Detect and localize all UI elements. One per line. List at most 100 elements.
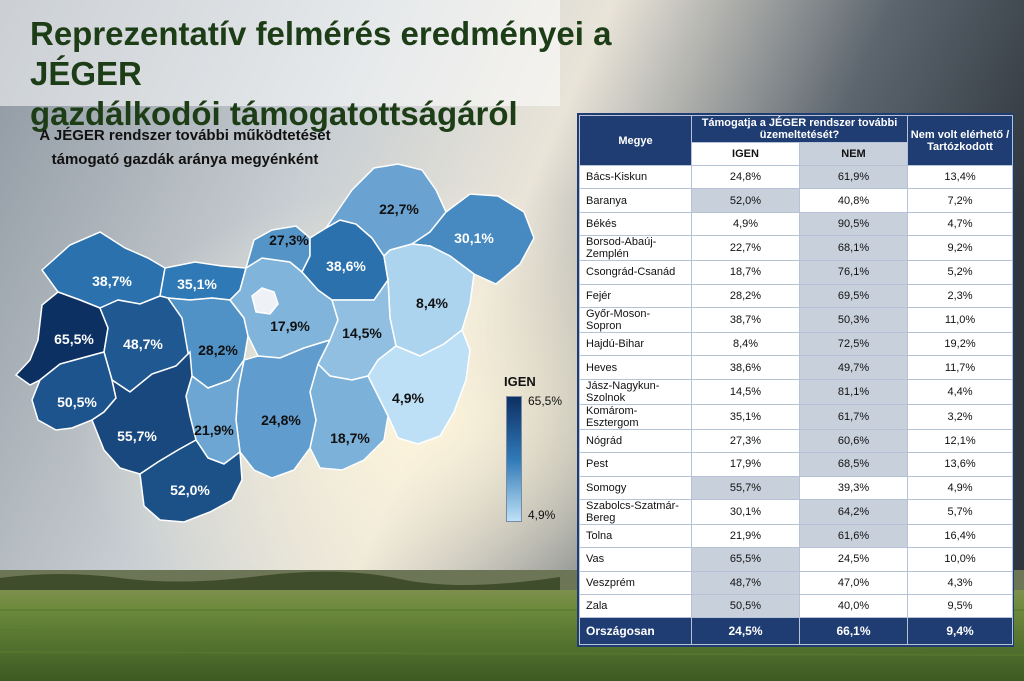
yes-cell: 18,7% xyxy=(691,260,800,285)
na-cell: 10,0% xyxy=(907,547,1014,572)
yes-cell: 8,4% xyxy=(691,331,800,357)
yes-cell: 21,9% xyxy=(691,523,800,549)
county-label-szabolcs-szatmar-bereg: 30,1% xyxy=(454,230,494,246)
county-label-pest: 17,9% xyxy=(270,318,310,334)
county-label-borsod-abauj-zemplen: 22,7% xyxy=(379,201,419,217)
no-cell: 49,7% xyxy=(798,355,909,380)
county-label-csongrad-csanad: 18,7% xyxy=(330,430,370,446)
table-row: Veszprém 48,7% 47,0% 4,3% xyxy=(579,570,1014,596)
na-cell: 4,9% xyxy=(907,475,1014,500)
yes-cell: 52,0% xyxy=(691,188,800,213)
county-label-gyor-moson-sopron: 38,7% xyxy=(92,273,132,289)
yes-cell: 65,5% xyxy=(691,547,800,572)
table-row: Vas 65,5% 24,5% 10,0% xyxy=(579,547,1014,572)
county-cell: Békés xyxy=(579,211,692,237)
total-na: 9,4% xyxy=(907,617,1014,646)
na-cell: 11,7% xyxy=(907,355,1014,380)
county-cell: Szabolcs-Szatmár-Bereg xyxy=(579,498,692,525)
yes-cell: 17,9% xyxy=(691,452,800,477)
table-row: Tolna 21,9% 61,6% 16,4% xyxy=(579,523,1014,549)
header-na: Nem volt elérhető / Tartózkodott xyxy=(907,115,1014,166)
no-cell: 69,5% xyxy=(798,283,909,308)
legend-max-label: 65,5% xyxy=(528,394,563,408)
no-cell: 47,0% xyxy=(798,570,909,596)
na-cell: 5,7% xyxy=(907,498,1014,525)
county-label-bacs-kiskun: 24,8% xyxy=(261,412,301,428)
na-cell: 4,4% xyxy=(907,378,1014,405)
table-row: Somogy 55,7% 39,3% 4,9% xyxy=(579,475,1014,500)
table-row: Jász-Nagykun-Szolnok 14,5% 81,1% 4,4% xyxy=(579,378,1014,405)
county-cell: Csongrád-Csanád xyxy=(579,260,692,285)
county-cell: Heves xyxy=(579,355,692,380)
na-cell: 16,4% xyxy=(907,523,1014,549)
county-cell: Borsod-Abaúj-Zemplén xyxy=(579,235,692,262)
legend-min-label: 4,9% xyxy=(528,508,556,522)
na-cell: 9,5% xyxy=(907,594,1014,619)
county-label-baranya: 52,0% xyxy=(170,482,210,498)
county-label-vas: 65,5% xyxy=(54,331,94,347)
na-cell: 13,4% xyxy=(907,164,1014,190)
no-cell: 61,7% xyxy=(798,403,909,430)
total-no: 66,1% xyxy=(798,617,909,646)
na-cell: 13,6% xyxy=(907,452,1014,477)
yes-cell: 30,1% xyxy=(691,498,800,525)
yes-cell: 50,5% xyxy=(691,594,800,619)
county-cell: Nógrád xyxy=(579,428,692,454)
county-label-heves: 38,6% xyxy=(326,258,366,274)
table-row: Heves 38,6% 49,7% 11,7% xyxy=(579,355,1014,380)
table-row: Hajdú-Bihar 8,4% 72,5% 19,2% xyxy=(579,331,1014,357)
yes-cell: 28,2% xyxy=(691,283,800,308)
no-cell: 39,3% xyxy=(798,475,909,500)
total-yes: 24,5% xyxy=(691,617,800,646)
county-cell: Vas xyxy=(579,547,692,572)
county-cell: Jász-Nagykun-Szolnok xyxy=(579,378,692,405)
na-cell: 19,2% xyxy=(907,331,1014,357)
yes-cell: 24,8% xyxy=(691,164,800,190)
budapest-area xyxy=(251,287,279,315)
table-row: Szabolcs-Szatmár-Bereg 30,1% 64,2% 5,7% xyxy=(579,498,1014,525)
yes-cell: 14,5% xyxy=(691,378,800,405)
table-row: Fejér 28,2% 69,5% 2,3% xyxy=(579,283,1014,308)
county-cell: Fejér xyxy=(579,283,692,308)
na-cell: 12,1% xyxy=(907,428,1014,454)
no-cell: 60,6% xyxy=(798,428,909,454)
yes-cell: 4,9% xyxy=(691,211,800,237)
county-label-nograd: 27,3% xyxy=(269,232,309,248)
page-title: Reprezentatív felmérés eredményei a JÉGE… xyxy=(30,14,710,134)
county-cell: Tolna xyxy=(579,523,692,549)
table-row: Győr-Moson-Sopron 38,7% 50,3% 11,0% xyxy=(579,306,1014,333)
county-label-tolna: 21,9% xyxy=(194,422,234,438)
county-cell: Komárom-Esztergom xyxy=(579,403,692,430)
legend-color-bar xyxy=(506,396,522,522)
table-row: Zala 50,5% 40,0% 9,5% xyxy=(579,594,1014,619)
county-label-veszprem: 48,7% xyxy=(123,336,163,352)
no-cell: 40,8% xyxy=(798,188,909,213)
yes-cell: 55,7% xyxy=(691,475,800,500)
table-row: Baranya 52,0% 40,8% 7,2% xyxy=(579,188,1014,213)
yes-cell: 22,7% xyxy=(691,235,800,262)
na-cell: 4,7% xyxy=(907,211,1014,237)
map-title: A JÉGER rendszer további működtetését tá… xyxy=(20,124,350,172)
no-cell: 61,6% xyxy=(798,523,909,549)
map-title-line1: A JÉGER rendszer további működtetését xyxy=(39,127,331,144)
yes-cell: 27,3% xyxy=(691,428,800,454)
no-cell: 40,0% xyxy=(798,594,909,619)
table-row: Komárom-Esztergom 35,1% 61,7% 3,2% xyxy=(579,403,1014,430)
no-cell: 76,1% xyxy=(798,260,909,285)
yes-cell: 35,1% xyxy=(691,403,800,430)
header-county: Megye xyxy=(579,115,692,166)
county-label-fejer: 28,2% xyxy=(198,342,238,358)
county-cell: Hajdú-Bihar xyxy=(579,331,692,357)
map-title-line2: támogató gazdák aránya megyénként xyxy=(51,151,319,168)
county-cell: Győr-Moson-Sopron xyxy=(579,306,692,333)
county-baranya xyxy=(139,439,243,523)
na-cell: 2,3% xyxy=(907,283,1014,308)
no-cell: 68,5% xyxy=(798,452,909,477)
no-cell: 68,1% xyxy=(798,235,909,262)
page-title-line2: gazdálkodói támogatottságáról xyxy=(30,95,518,132)
na-cell: 3,2% xyxy=(907,403,1014,430)
yes-cell: 38,7% xyxy=(691,306,800,333)
header-no: NEM xyxy=(798,142,909,166)
table-row: Békés 4,9% 90,5% 4,7% xyxy=(579,211,1014,237)
total-label: Országosan xyxy=(579,617,692,646)
